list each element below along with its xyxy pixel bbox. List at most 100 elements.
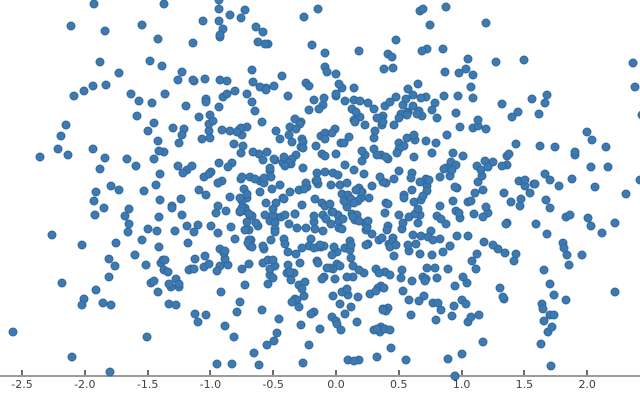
x-tick-label: 0.0 bbox=[327, 378, 345, 391]
x-tick-label: -0.5 bbox=[262, 378, 284, 391]
scatter-point bbox=[154, 242, 164, 252]
scatter-point bbox=[124, 204, 134, 214]
scatter-point bbox=[306, 309, 316, 319]
scatter-point bbox=[57, 278, 67, 288]
scatter-point bbox=[425, 20, 435, 30]
scatter-point bbox=[215, 30, 225, 40]
scatter-point bbox=[610, 287, 620, 297]
scatter-point bbox=[334, 79, 344, 89]
scatter-point bbox=[171, 300, 181, 310]
scatter-point bbox=[164, 279, 174, 289]
scatter-point bbox=[307, 40, 317, 50]
scatter-point bbox=[100, 153, 110, 163]
scatter-point bbox=[268, 255, 278, 265]
scatter-point bbox=[259, 173, 269, 183]
scatter-point bbox=[251, 22, 261, 32]
scatter-point bbox=[122, 154, 132, 164]
x-axis-tick bbox=[209, 370, 212, 375]
scatter-point bbox=[190, 309, 200, 319]
scatter-point bbox=[481, 202, 491, 212]
scatter-point bbox=[441, 2, 451, 12]
scatter-point bbox=[137, 235, 147, 245]
scatter-point bbox=[310, 194, 320, 204]
scatter-point bbox=[398, 218, 408, 228]
scatter-point bbox=[635, 175, 640, 185]
scatter-point bbox=[545, 279, 555, 289]
scatter-point bbox=[506, 197, 516, 207]
scatter-point bbox=[458, 272, 468, 282]
scatter-point bbox=[601, 142, 611, 152]
scatter-point bbox=[89, 0, 99, 9]
scatter-point bbox=[481, 124, 491, 134]
scatter-point bbox=[214, 102, 224, 112]
scatter-point bbox=[242, 217, 252, 227]
scatter-point bbox=[394, 113, 404, 123]
scatter-point bbox=[297, 284, 307, 294]
scatter-point bbox=[554, 181, 564, 191]
scatter-point bbox=[253, 37, 263, 47]
scatter-point bbox=[378, 117, 388, 127]
scatter-point bbox=[448, 196, 458, 206]
x-axis-tick bbox=[83, 370, 86, 375]
scatter-point bbox=[451, 160, 461, 170]
scatter-point bbox=[247, 65, 257, 75]
scatter-point bbox=[311, 141, 321, 151]
scatter-point bbox=[237, 172, 247, 182]
scatter-point bbox=[283, 91, 293, 101]
scatter-point bbox=[407, 276, 417, 286]
scatter-point bbox=[354, 46, 364, 56]
scatter-point bbox=[367, 181, 377, 191]
scatter-point bbox=[354, 216, 364, 226]
scatter-point bbox=[248, 147, 258, 157]
scatter-point bbox=[99, 203, 109, 213]
scatter-point bbox=[438, 247, 448, 257]
scatter-point bbox=[391, 35, 401, 45]
scatter-point bbox=[280, 210, 290, 220]
scatter-point bbox=[582, 127, 592, 136]
scatter-point bbox=[440, 67, 450, 77]
scatter-point bbox=[520, 175, 530, 185]
scatter-point bbox=[285, 267, 295, 277]
scatter-point bbox=[182, 221, 192, 231]
scatter-point bbox=[549, 290, 559, 300]
scatter-point bbox=[63, 150, 73, 160]
scatter-point bbox=[357, 146, 367, 156]
scatter-point bbox=[436, 214, 446, 224]
scatter-point bbox=[463, 231, 473, 241]
scatter-point bbox=[346, 253, 356, 263]
scatter-point bbox=[545, 175, 555, 185]
scatter-point bbox=[326, 180, 336, 190]
scatter-point bbox=[216, 287, 226, 297]
scatter-point bbox=[240, 5, 250, 15]
scatter-point bbox=[371, 286, 381, 296]
scatter-point bbox=[173, 161, 183, 171]
scatter-point bbox=[226, 222, 236, 232]
scatter-point bbox=[394, 166, 404, 176]
scatter-point bbox=[424, 175, 434, 185]
scatter-point bbox=[151, 180, 161, 190]
scatter-point bbox=[433, 298, 443, 308]
scatter-point bbox=[539, 265, 549, 275]
scatter-point bbox=[232, 307, 242, 317]
scatter-point bbox=[155, 169, 165, 179]
scatter-point bbox=[415, 177, 425, 187]
scatter-point bbox=[535, 141, 545, 151]
scatter-point bbox=[291, 249, 301, 259]
scatter-point bbox=[213, 178, 223, 188]
x-tick-label: -2.0 bbox=[74, 378, 96, 391]
scatter-point bbox=[539, 316, 549, 326]
scatter-point bbox=[383, 199, 393, 209]
scatter-point bbox=[258, 27, 268, 37]
scatter-point bbox=[106, 181, 116, 191]
scatter-point bbox=[214, 158, 224, 168]
scatter-point bbox=[201, 190, 211, 200]
scatter-point bbox=[491, 57, 501, 67]
scatter-point bbox=[212, 359, 222, 369]
scatter-point bbox=[240, 280, 250, 290]
scatter-point bbox=[621, 189, 631, 199]
scatter-point bbox=[223, 162, 233, 172]
scatter-point bbox=[153, 136, 163, 146]
scatter-point bbox=[160, 89, 170, 99]
scatter-point bbox=[279, 152, 289, 162]
scatter-point bbox=[77, 300, 87, 310]
